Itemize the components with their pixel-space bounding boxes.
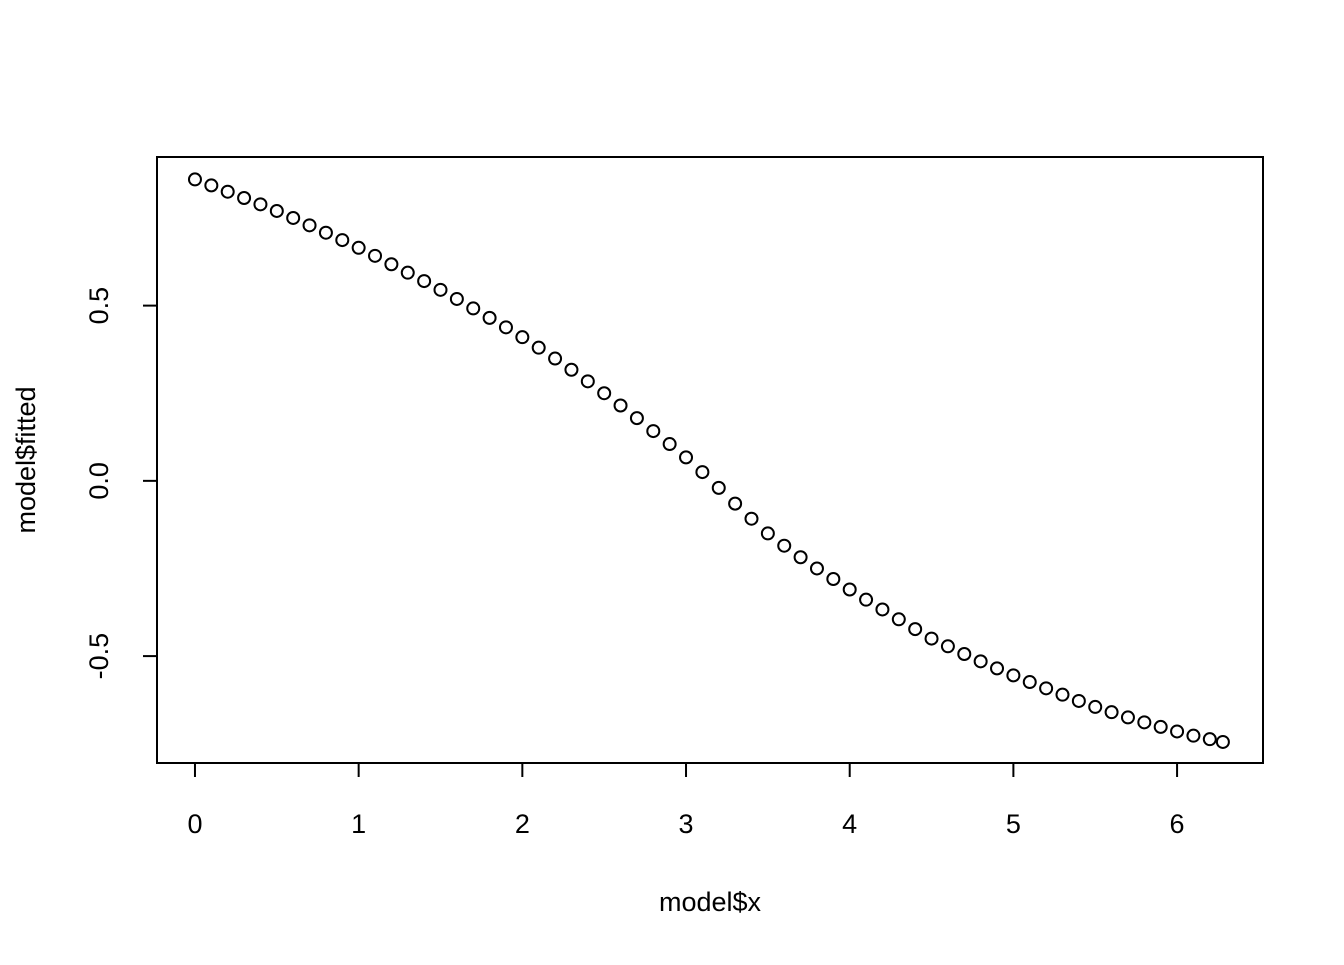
point — [564, 362, 579, 377]
x-tick-label: 6 — [1170, 809, 1185, 839]
point — [1088, 699, 1103, 714]
point — [351, 240, 366, 255]
point — [809, 561, 824, 576]
point — [482, 310, 497, 325]
point — [286, 210, 301, 225]
point — [646, 424, 661, 439]
point — [237, 191, 252, 206]
point — [1039, 681, 1054, 696]
point — [433, 282, 448, 297]
point — [629, 411, 644, 426]
point — [204, 178, 219, 193]
x-tick-label: 2 — [515, 809, 530, 839]
point — [384, 257, 399, 272]
y-tick-label: 0.0 — [84, 462, 114, 500]
point — [1120, 710, 1135, 725]
point — [335, 233, 350, 248]
point — [1055, 687, 1070, 702]
point — [924, 631, 939, 646]
point — [891, 612, 906, 627]
point — [1170, 724, 1185, 739]
x-tick-label: 5 — [1006, 809, 1021, 839]
x-tick-label: 0 — [187, 809, 202, 839]
point — [1006, 668, 1021, 683]
point — [498, 320, 513, 335]
x-tick-label: 3 — [679, 809, 694, 839]
point — [990, 661, 1005, 676]
point — [515, 330, 530, 345]
point — [1022, 675, 1037, 690]
point — [548, 351, 563, 366]
point — [859, 592, 874, 607]
point — [269, 203, 284, 218]
point — [957, 646, 972, 661]
point — [1202, 732, 1217, 747]
point — [728, 496, 743, 511]
x-axis-label: model$x — [659, 887, 762, 917]
point — [711, 480, 726, 495]
plot-box — [156, 156, 1264, 764]
point — [695, 465, 710, 480]
point — [1186, 728, 1201, 743]
point — [318, 225, 333, 240]
x-tick-label: 4 — [842, 809, 857, 839]
point — [760, 526, 775, 541]
point — [597, 386, 612, 401]
point — [417, 274, 432, 289]
point — [1137, 715, 1152, 730]
point — [940, 639, 955, 654]
point — [973, 654, 988, 669]
point — [580, 374, 595, 389]
y-tick-label: -0.5 — [84, 633, 114, 680]
point — [368, 248, 383, 263]
y-tick-label: 0.5 — [84, 287, 114, 325]
point — [744, 511, 759, 526]
point — [466, 301, 481, 316]
point — [875, 602, 890, 617]
point — [400, 265, 415, 280]
point — [302, 218, 317, 233]
point — [662, 437, 677, 452]
point — [826, 571, 841, 586]
x-tick-label: 1 — [351, 809, 366, 839]
y-axis-label: model$fitted — [11, 386, 41, 533]
point — [531, 340, 546, 355]
point — [1153, 719, 1168, 734]
point — [1071, 693, 1086, 708]
point — [449, 291, 464, 306]
point — [220, 184, 235, 199]
point — [842, 582, 857, 597]
point — [613, 398, 628, 413]
point — [679, 450, 694, 465]
point — [1104, 705, 1119, 720]
point — [253, 197, 268, 212]
point — [777, 538, 792, 553]
point — [908, 622, 923, 637]
point — [187, 172, 202, 187]
point — [1215, 734, 1230, 749]
point — [793, 550, 808, 565]
